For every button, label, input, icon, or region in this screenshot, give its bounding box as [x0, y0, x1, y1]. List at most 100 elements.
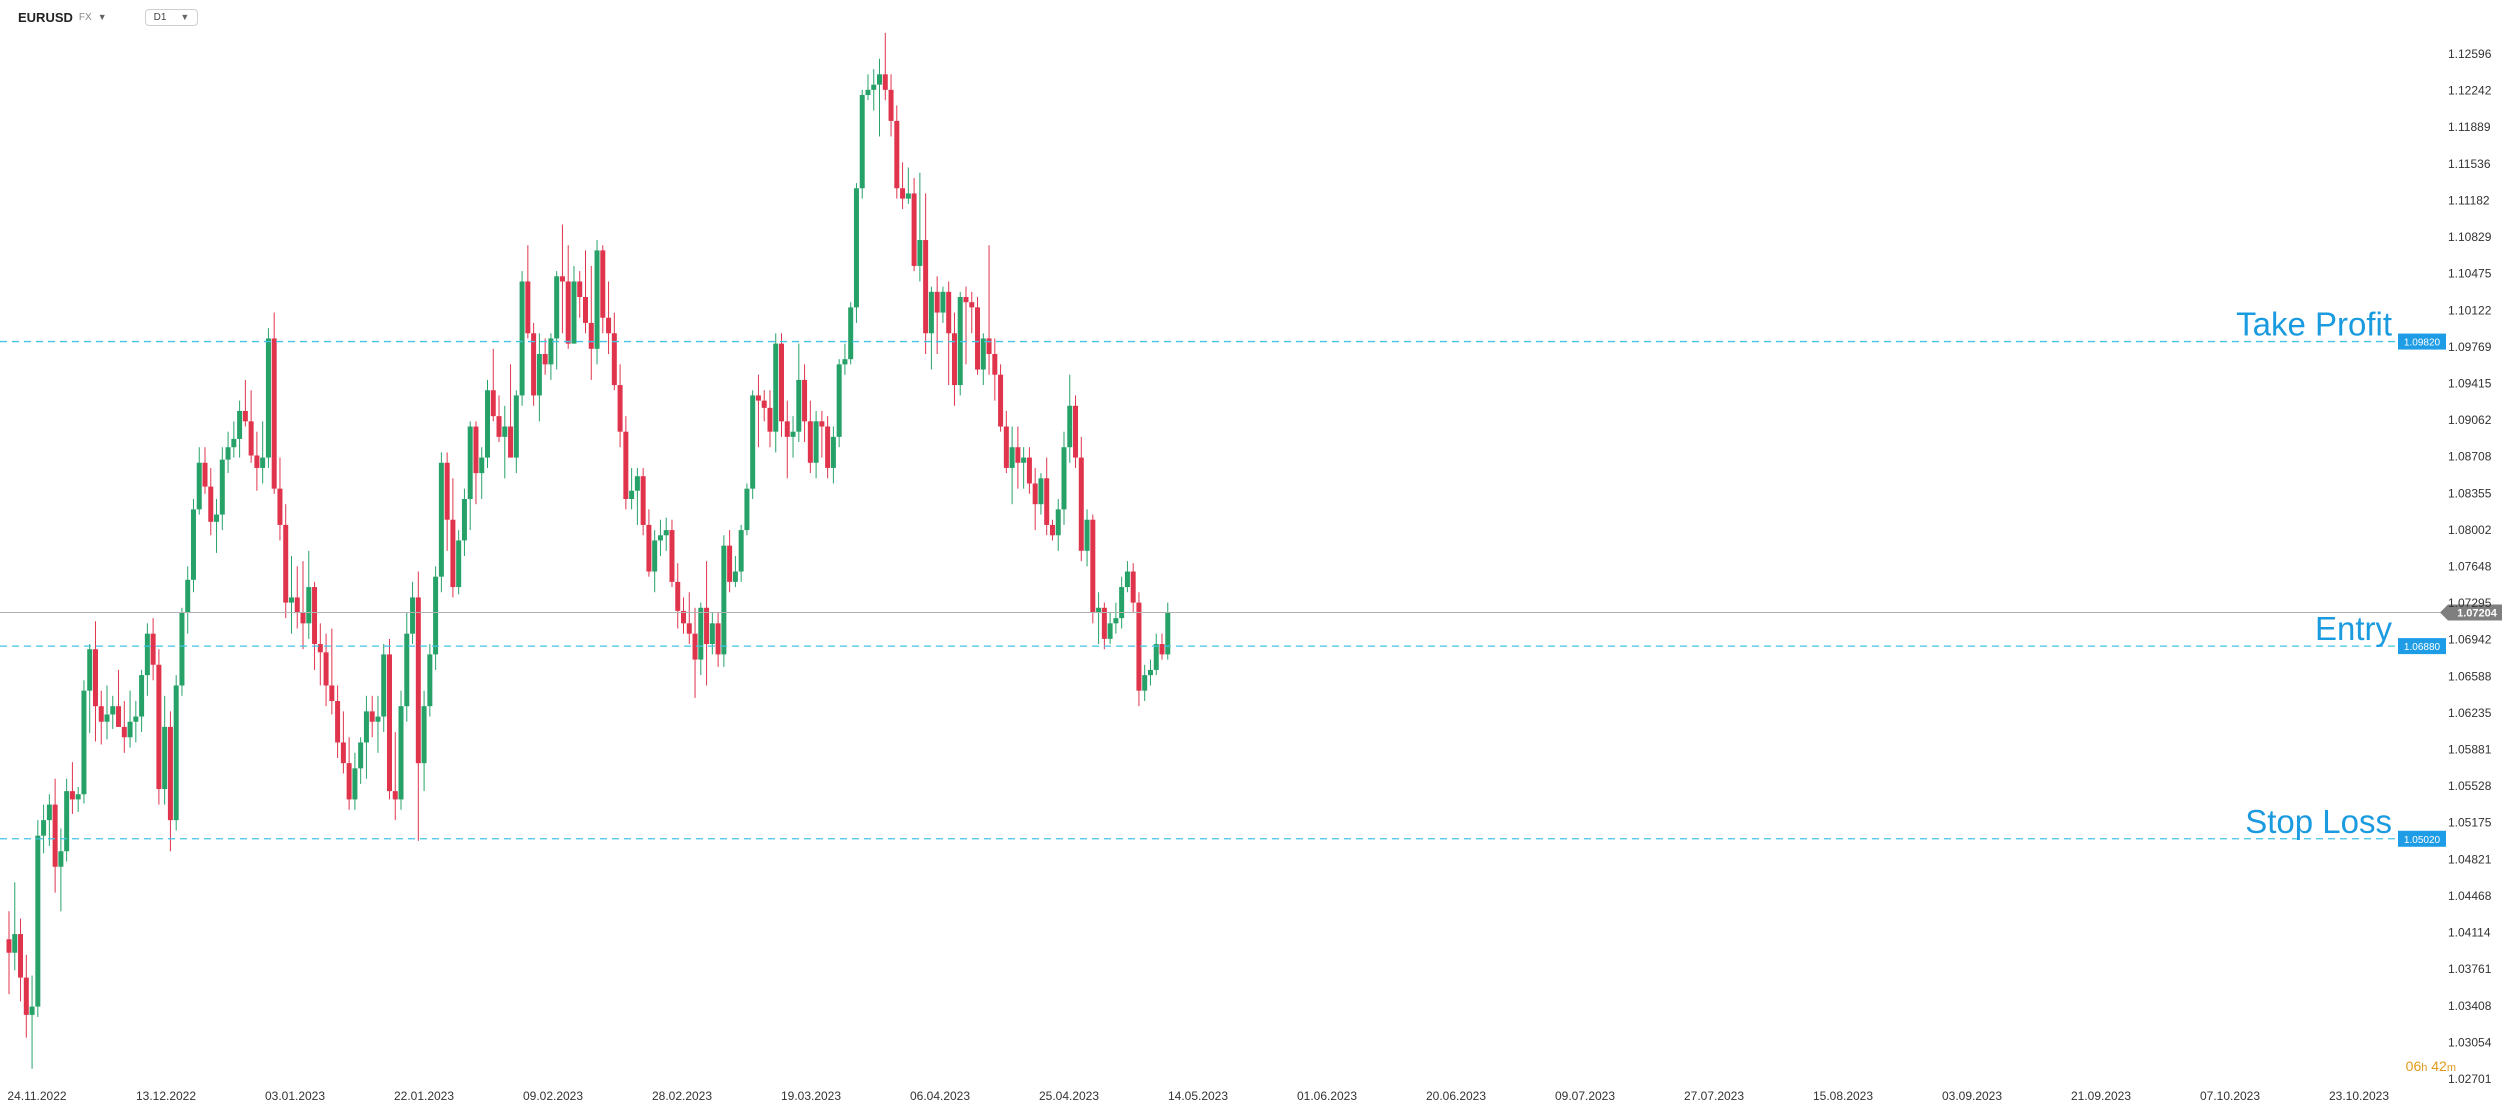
candle-body — [231, 438, 237, 448]
candle-body — [865, 89, 871, 96]
y-tick-label: 1.06588 — [2448, 669, 2492, 683]
candle-body — [98, 706, 104, 722]
candle-body — [219, 459, 225, 515]
candle-countdown: 06h 42m — [2406, 1058, 2456, 1074]
candle-body — [121, 726, 127, 738]
candle-body — [58, 851, 64, 867]
candle-body — [508, 426, 514, 458]
candle-body — [162, 726, 168, 790]
candle-body — [64, 791, 70, 852]
candle-body — [1107, 623, 1113, 639]
candle-body — [577, 281, 583, 298]
candle-body — [928, 291, 934, 334]
candle-body — [110, 706, 116, 715]
candle-body — [502, 426, 508, 437]
candle-body — [467, 426, 473, 500]
candle-body — [657, 535, 663, 541]
candle-body — [104, 714, 110, 722]
candle-body — [980, 338, 986, 370]
candle-body — [554, 276, 560, 339]
candle-body — [715, 623, 721, 655]
candle-body — [254, 455, 260, 468]
candle-body — [825, 426, 831, 468]
candle-body — [75, 794, 81, 800]
candle-body — [1044, 478, 1050, 525]
candle-body — [951, 333, 957, 386]
candle-body — [323, 652, 329, 686]
candle-body — [196, 462, 202, 510]
x-tick-label: 03.09.2023 — [1942, 1089, 2002, 1103]
symbol-selector[interactable]: EURUSD FX ▼ — [18, 10, 107, 25]
candle-body — [588, 322, 594, 349]
x-tick-label: 20.06.2023 — [1426, 1089, 1486, 1103]
candle-body — [450, 519, 456, 588]
y-tick-label: 1.09062 — [2448, 413, 2492, 427]
candle-body — [185, 579, 191, 613]
candle-body — [214, 514, 220, 522]
candle-body — [410, 597, 416, 634]
candle-body — [265, 338, 271, 458]
candle-body — [565, 281, 571, 344]
candle-body — [329, 685, 335, 702]
y-tick-label: 1.05175 — [2448, 816, 2492, 830]
x-tick-label: 25.04.2023 — [1039, 1089, 1099, 1103]
candle-body — [617, 385, 623, 432]
candle-body — [802, 379, 808, 422]
candle-body — [1159, 644, 1165, 655]
candle-body — [519, 281, 525, 396]
x-tick-label: 22.01.2023 — [394, 1089, 454, 1103]
candle-body — [675, 581, 681, 611]
x-tick-label: 23.10.2023 — [2329, 1089, 2389, 1103]
candle-body — [640, 476, 646, 525]
y-tick-label: 1.11182 — [2448, 193, 2490, 207]
candle-body — [819, 421, 825, 427]
candle-body — [963, 297, 969, 303]
y-tick-label: 1.04821 — [2448, 852, 2492, 866]
x-tick-label: 28.02.2023 — [652, 1089, 712, 1103]
candle-body — [877, 74, 883, 85]
countdown-minutes-unit: m — [2446, 1062, 2456, 1074]
y-tick-label: 1.08355 — [2448, 486, 2492, 500]
candle-body — [986, 338, 992, 354]
candle-body — [1067, 405, 1073, 448]
candle-body — [531, 333, 537, 396]
candle-body — [623, 431, 629, 500]
current-price-label: 1.07204 — [2457, 608, 2498, 620]
candle-body — [1084, 519, 1090, 551]
candle-body — [69, 791, 75, 800]
candle-body — [381, 654, 387, 717]
candle-body — [727, 545, 733, 582]
level-price-badge — [2398, 830, 2446, 847]
candle-body — [755, 395, 761, 401]
candle-body — [848, 307, 854, 360]
candle-body — [917, 240, 923, 266]
x-tick-label: 03.01.2023 — [265, 1089, 325, 1103]
candle-body — [761, 400, 767, 408]
x-tick-label: 21.09.2023 — [2071, 1089, 2131, 1103]
candle-body — [1136, 602, 1142, 691]
candle-body — [335, 701, 341, 743]
candle-body — [738, 530, 744, 572]
timeframe-selector[interactable]: D1 ▼ — [144, 8, 199, 26]
candle-body — [934, 291, 940, 313]
level-price-badge — [2398, 638, 2446, 655]
candle-body — [1165, 612, 1171, 655]
candle-body — [611, 333, 617, 386]
candle-body — [248, 421, 254, 456]
level-label: Entry — [2315, 610, 2393, 647]
candle-body — [300, 612, 306, 624]
level-label: Stop Loss — [2245, 803, 2392, 840]
y-tick-label: 1.12596 — [2448, 47, 2492, 61]
candle-body — [1113, 618, 1119, 624]
countdown-minutes: 42 — [2431, 1058, 2447, 1074]
y-tick-label: 1.03761 — [2448, 962, 2492, 976]
x-tick-label: 13.12.2022 — [136, 1089, 196, 1103]
candle-body — [1147, 669, 1153, 676]
candle-body — [271, 338, 277, 489]
candle-body — [1073, 405, 1079, 458]
candle-body — [375, 716, 381, 722]
candle-body — [1142, 675, 1148, 691]
candle-body — [473, 426, 479, 474]
candle-body — [242, 410, 248, 422]
